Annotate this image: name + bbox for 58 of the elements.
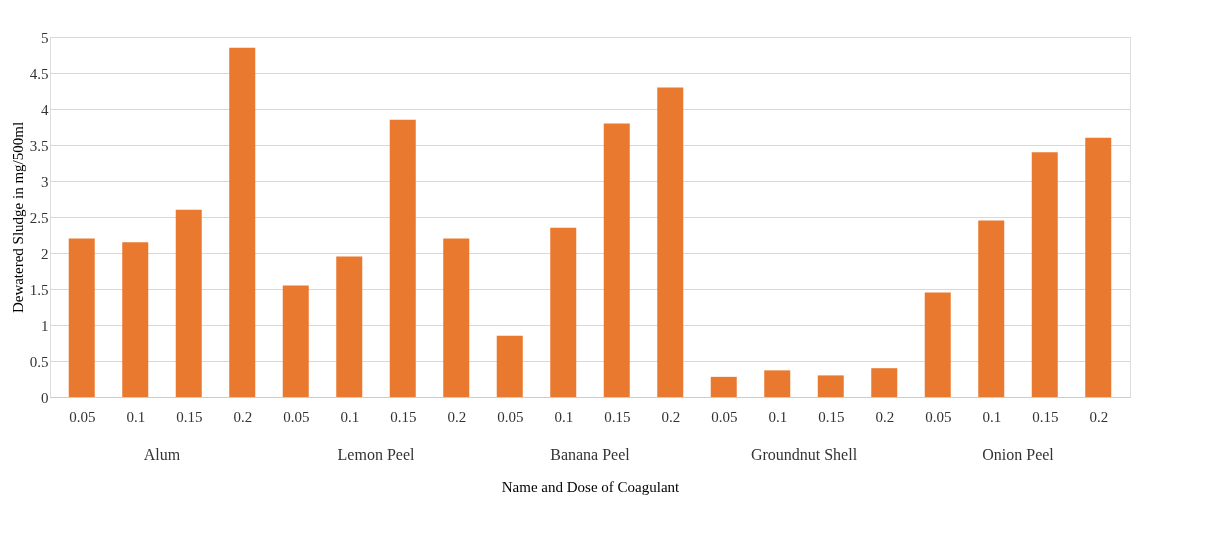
x-tick-label: 0.05 [711, 408, 738, 425]
x-tick-label: 0.1 [554, 408, 574, 425]
y-tick-label: 0 [41, 389, 49, 406]
bar [229, 47, 256, 397]
bar [1085, 137, 1112, 397]
x-tick-label: 0.2 [1089, 408, 1109, 425]
x-tick-label: 0.15 [818, 408, 845, 425]
x-tick-label: 0.1 [768, 408, 788, 425]
x-tick-label: 0.05 [69, 408, 96, 425]
x-tick-label: 0.15 [390, 408, 417, 425]
y-tick-label: 5 [41, 29, 49, 46]
x-tick-label: 0.2 [875, 408, 895, 425]
x-tick-label: 0.05 [283, 408, 310, 425]
x-tick-label: 0.15 [176, 408, 203, 425]
bar [122, 242, 149, 397]
y-tick-label: 2 [41, 245, 49, 262]
bar [817, 375, 844, 397]
x-tick-label: 0.1 [340, 408, 360, 425]
bar [68, 238, 95, 397]
bar [924, 292, 951, 397]
y-tick-label: 1.5 [29, 281, 49, 298]
x-tick-label: 0.15 [604, 408, 631, 425]
y-tick-label: 3 [41, 173, 49, 190]
x-axis-title: Name and Dose of Coagulant [501, 478, 681, 495]
y-tick-label: 4.5 [29, 65, 49, 82]
bar [336, 256, 363, 397]
y-tick-label: 4 [41, 101, 49, 118]
bar [764, 370, 791, 397]
text: Lemon Peel [337, 446, 415, 463]
y-axis-title: Dewatered Sludge in mg/500ml [9, 121, 26, 314]
bar [1031, 152, 1058, 397]
y-tick-label: 2.5 [29, 209, 49, 226]
bar [603, 123, 630, 397]
y-tick-label: 0.5 [29, 353, 49, 370]
bar [871, 368, 898, 397]
text: Onion Peel [982, 446, 1055, 463]
x-tick-label: 0.2 [661, 408, 681, 425]
x-tick-label: 0.05 [925, 408, 952, 425]
x-tick-label: 0.1 [982, 408, 1002, 425]
bar [282, 285, 309, 397]
text: Banana Peel [550, 446, 631, 463]
bar [710, 376, 737, 397]
bar [443, 238, 470, 397]
text: Groundnut Shell [750, 446, 858, 463]
x-tick-label: 0.2 [233, 408, 253, 425]
bar [978, 220, 1005, 397]
bar [389, 119, 416, 397]
x-tick-label: 0.1 [126, 408, 146, 425]
bar [657, 87, 684, 397]
bar [550, 227, 577, 397]
bar [496, 335, 523, 397]
text: Alum [143, 446, 181, 463]
y-tick-label: 3.5 [29, 137, 49, 154]
x-tick-label: 0.15 [1032, 408, 1059, 425]
x-tick-label: 0.2 [447, 408, 467, 425]
bar [175, 209, 202, 397]
y-tick-label: 1 [41, 317, 49, 334]
x-tick-label: 0.05 [497, 408, 524, 425]
